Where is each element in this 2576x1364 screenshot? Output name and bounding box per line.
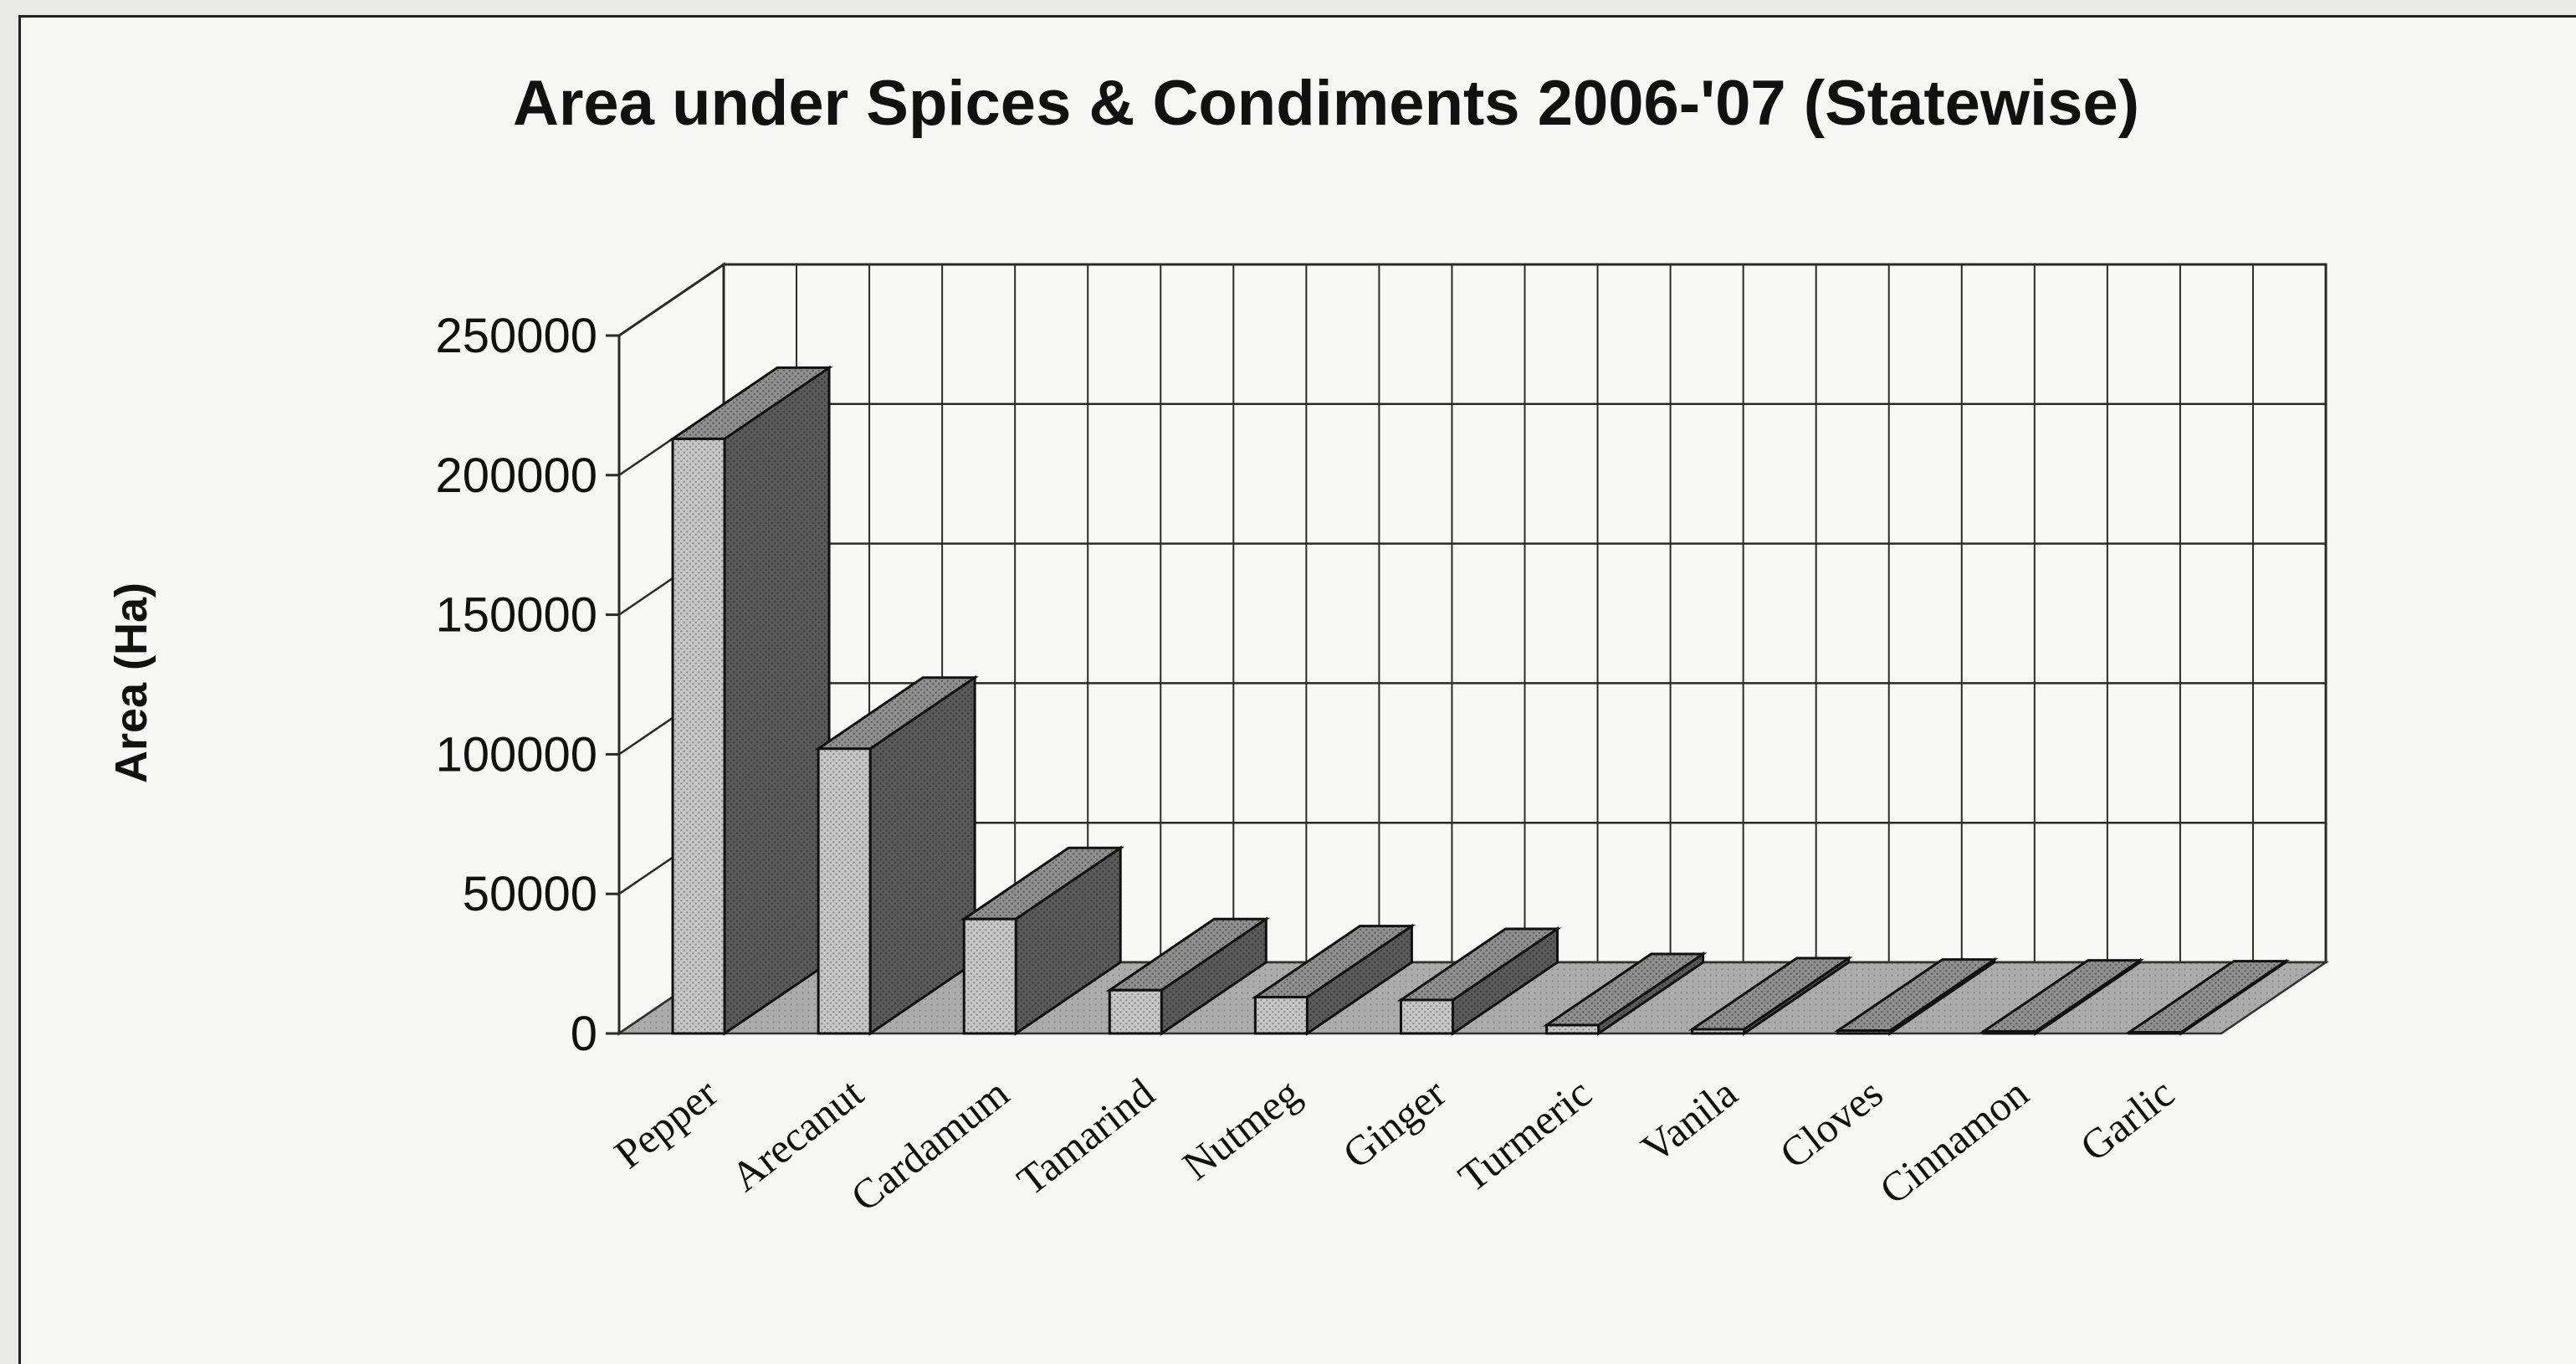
- x-tick-label: Cardamum: [842, 1069, 1017, 1220]
- bar-front: [817, 747, 872, 1035]
- x-tick-label: Tamarind: [1008, 1069, 1163, 1205]
- x-tick-label: Garlic: [2072, 1069, 2183, 1171]
- chart: Area under Spices & Condiments 2006-'07 …: [106, 68, 2330, 1220]
- bar-front: [1400, 998, 1454, 1035]
- bar: [1396, 926, 1562, 1036]
- y-axis: 0 50000 100000 150000 200000 250000: [435, 309, 621, 1061]
- y-tick-label: 50000: [463, 867, 597, 921]
- y-tick-label: 250000: [435, 309, 597, 363]
- y-axis-label: Area (Ha): [106, 582, 156, 783]
- bar: [668, 365, 833, 1036]
- bar: [1251, 923, 1416, 1036]
- bar: [2125, 958, 2290, 1036]
- x-tick-label: Cinnamon: [1871, 1069, 2037, 1213]
- chart-frame: Area under Spices & Condiments 2006-'07 …: [18, 15, 2576, 1364]
- bar: [814, 674, 980, 1036]
- gridline-side: [618, 263, 725, 337]
- bar-front: [1253, 996, 1308, 1035]
- bar: [1542, 951, 1708, 1036]
- bar-front: [1836, 1029, 1892, 1035]
- x-tick-label: Vanila: [1632, 1069, 1745, 1172]
- chart-title: Area under Spices & Condiments 2006-'07 …: [513, 68, 2139, 139]
- bar: [1687, 956, 1853, 1036]
- bar: [1105, 916, 1271, 1036]
- x-tick-label: Ginger: [1334, 1069, 1454, 1177]
- bar: [1979, 957, 2144, 1036]
- bars: [668, 365, 2290, 1036]
- y-tick-label: 200000: [435, 449, 597, 503]
- bar: [1833, 956, 1999, 1036]
- bar-front: [1545, 1023, 1600, 1035]
- x-tick-label: Turmeric: [1450, 1069, 1600, 1202]
- bar: [960, 845, 1125, 1036]
- bar-front: [1982, 1030, 2037, 1035]
- bar-front: [1691, 1028, 1746, 1035]
- x-tick-label: Pepper: [606, 1069, 726, 1177]
- bar-front: [1108, 988, 1163, 1035]
- y-tick-label: 100000: [435, 727, 597, 782]
- y-tick-label: 150000: [435, 588, 597, 643]
- x-tick-label: Cloves: [1771, 1069, 1892, 1178]
- y-tick-label: 0: [571, 1007, 597, 1061]
- bar-front: [962, 917, 1017, 1035]
- bar-side: [723, 365, 831, 1036]
- bar-front: [671, 437, 726, 1035]
- x-tick-label: Nutmeg: [1174, 1069, 1308, 1189]
